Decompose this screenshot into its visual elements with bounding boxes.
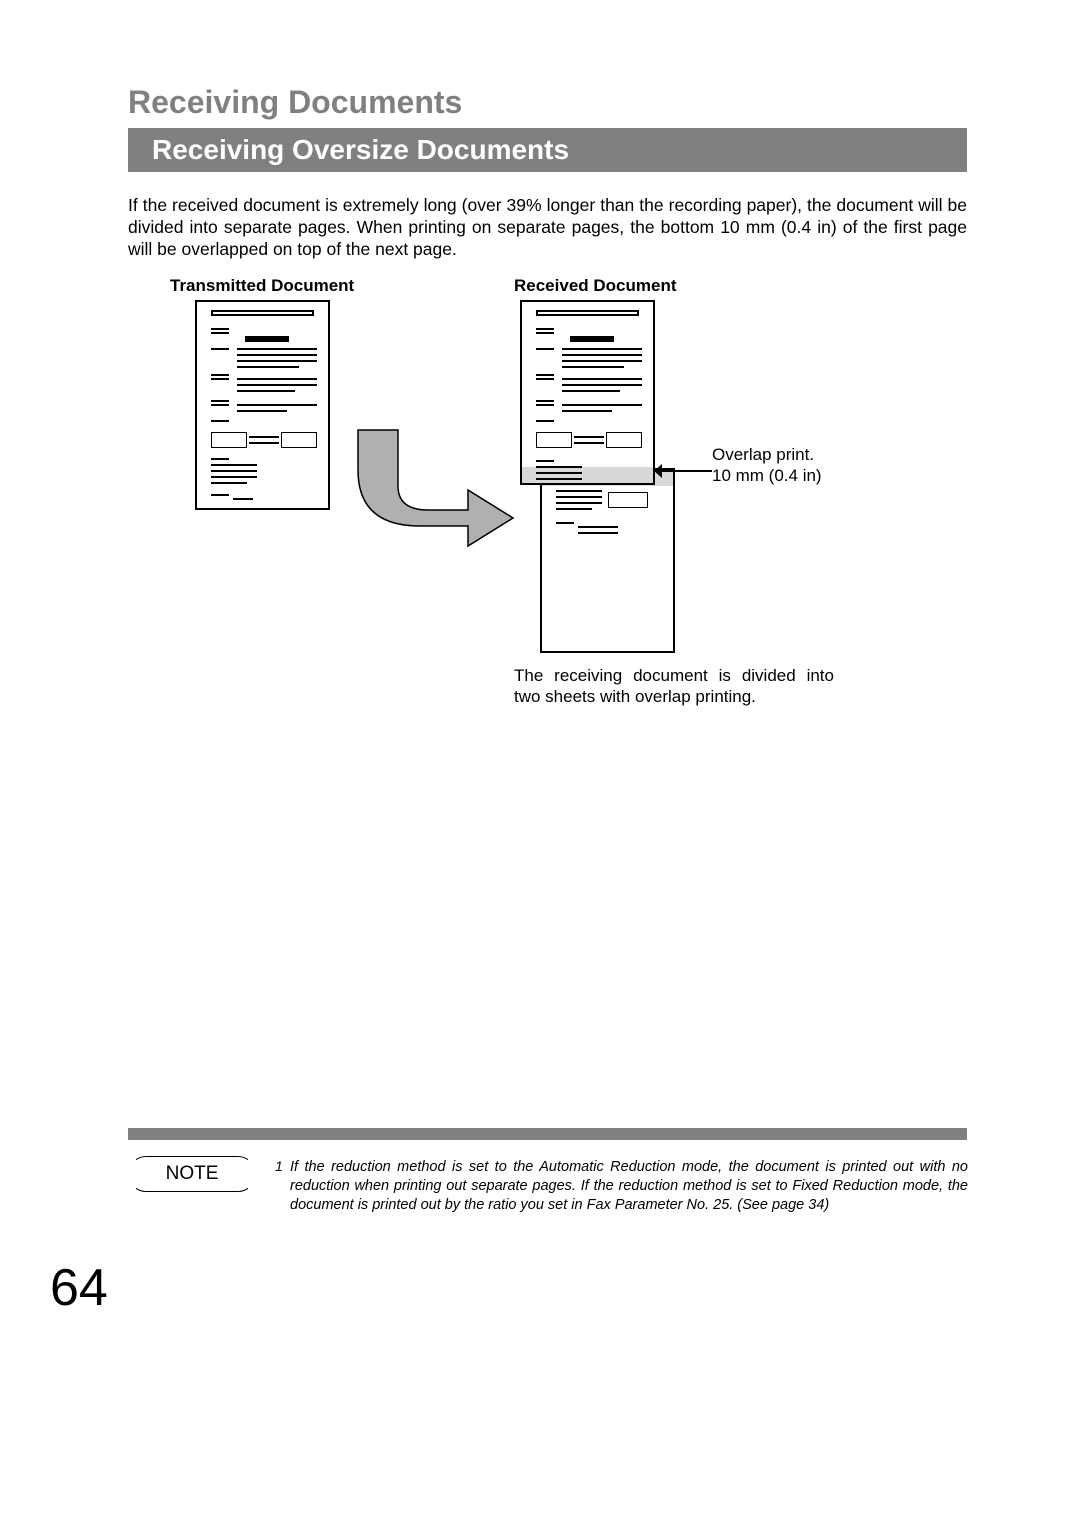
received-caption: The receiving document is divided into t… xyxy=(514,665,834,708)
note-body: If the reduction method is set to the Au… xyxy=(290,1158,968,1215)
footer-divider xyxy=(128,1128,967,1140)
received-label: Received Document xyxy=(514,276,677,296)
page-number: 64 xyxy=(50,1258,108,1318)
section-title: Receiving Oversize Documents xyxy=(152,134,569,166)
body-paragraph: If the received document is extremely lo… xyxy=(128,195,967,261)
chapter-title: Receiving Documents xyxy=(128,84,462,121)
note-label: NOTE xyxy=(166,1163,219,1185)
note-badge: NOTE xyxy=(128,1156,256,1192)
transmitted-doc-illustration xyxy=(195,300,330,510)
transmitted-label: Transmitted Document xyxy=(170,276,354,296)
overlap-line1: Overlap print. xyxy=(712,445,814,464)
overlap-pointer-line xyxy=(656,470,712,472)
received-page1-illustration xyxy=(520,300,655,485)
note-number: 1 xyxy=(275,1158,283,1174)
received-page2-illustration xyxy=(540,468,675,653)
overlap-annotation: Overlap print. 10 mm (0.4 in) xyxy=(712,444,822,487)
overlap-line2: 10 mm (0.4 in) xyxy=(712,466,822,485)
section-title-bar: Receiving Oversize Documents xyxy=(128,128,967,172)
manual-page: Receiving Documents Receiving Oversize D… xyxy=(0,0,1080,1528)
flow-arrow-icon xyxy=(348,420,518,550)
